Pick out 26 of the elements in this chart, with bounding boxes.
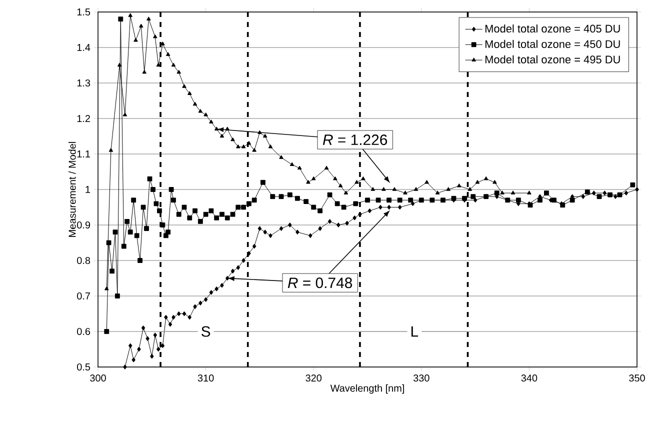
x-tick-label: 310 bbox=[198, 374, 214, 382]
y-tick-label: 0.8 bbox=[77, 256, 90, 264]
y-tick-label: 1.5 bbox=[77, 8, 90, 16]
annotation: R = 0.748 bbox=[288, 278, 352, 288]
x-tick-label: 340 bbox=[521, 374, 538, 382]
x-tick-label: 320 bbox=[306, 374, 322, 382]
y-tick-label: 1 bbox=[86, 186, 90, 193]
legend-label: Model total ozone = 450 DU bbox=[485, 40, 620, 48]
x-tick-label: 350 bbox=[629, 374, 645, 382]
legend-label: Model total ozone = 495 DU bbox=[485, 55, 620, 64]
annotation: S bbox=[201, 326, 210, 337]
y-tick-label: 0.5 bbox=[77, 363, 90, 371]
y-tick-label: 1.2 bbox=[77, 115, 90, 122]
legend-label: Model total ozone = 405 DU bbox=[485, 24, 620, 33]
annotation: R = 1.226 bbox=[322, 134, 388, 146]
y-axis-title: Measurement / Model bbox=[68, 142, 76, 237]
annotation: L bbox=[411, 326, 418, 337]
y-tick-label: 1.1 bbox=[77, 150, 90, 158]
x-tick-label: 330 bbox=[413, 374, 430, 382]
x-axis-title: Wavelength [nm] bbox=[330, 384, 404, 394]
y-tick-label: 1.4 bbox=[77, 44, 90, 51]
x-tick-label: 300 bbox=[90, 374, 106, 382]
y-tick-label: 1.3 bbox=[77, 79, 90, 87]
y-tick-label: 0.6 bbox=[77, 328, 90, 336]
y-tick-label: 0.7 bbox=[77, 292, 90, 300]
y-tick-label: 0.9 bbox=[77, 221, 90, 229]
